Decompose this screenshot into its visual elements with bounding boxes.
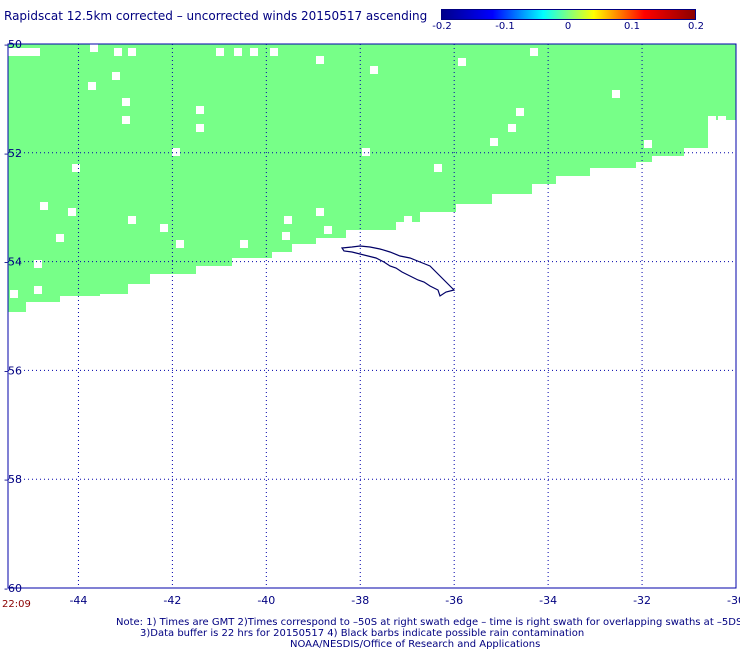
missing-data-cell: [176, 240, 184, 248]
lon-tick-label: -44: [69, 594, 87, 607]
missing-data-cell: [40, 202, 48, 210]
coastline-path: [340, 245, 456, 297]
missing-data-cell: [88, 82, 96, 90]
colorbar-label-zero: 0: [564, 21, 572, 32]
missing-data-cell: [316, 208, 324, 216]
map-title: Rapidscat 12.5km corrected – uncorrected…: [4, 9, 428, 23]
missing-data-cell: [122, 98, 130, 106]
colorbar-label-max: 0.2: [688, 21, 704, 32]
missing-data-cell: [282, 232, 290, 240]
lon-tick-label: -34: [539, 594, 557, 607]
time-label: 22:09: [2, 599, 31, 610]
axis-tick-labels: -44 -42 -40 -38 -36 -34 -32 -30 -50 -52 -54 -56 -58 -…: [4, 38, 740, 607]
missing-data-cell: [8, 48, 16, 56]
missing-data-cell: [516, 108, 524, 116]
lon-tick-label: -36: [445, 594, 463, 607]
note-line-2: 3)Data buffer is 22 hrs for 20150517 4) …: [140, 628, 585, 639]
missing-data-cell: [32, 48, 40, 56]
lat-tick-label: -60: [4, 582, 22, 595]
missing-data-cell: [56, 234, 64, 242]
missing-data-cell: [128, 216, 136, 224]
lon-tick-label: -32: [633, 594, 651, 607]
missing-data-cell: [72, 164, 80, 172]
missing-data-cell: [404, 216, 412, 224]
missing-data-cell: [112, 72, 120, 80]
missing-data-cell: [160, 224, 168, 232]
lat-lon-grid: [7, 43, 737, 589]
lon-tick-label: -40: [257, 594, 275, 607]
missing-data-cell: [612, 90, 620, 98]
south-georgia-coastline: [340, 245, 456, 297]
lat-tick-label: -54: [4, 256, 22, 269]
missing-data-cell: [24, 48, 32, 56]
note-line-1: Note: 1) Times are GMT 2)Times correspon…: [116, 617, 740, 628]
missing-data-cell: [708, 116, 716, 124]
lat-tick-label: -58: [4, 473, 22, 486]
missing-data-cell: [172, 148, 180, 156]
lon-tick-label: -42: [163, 594, 181, 607]
missing-data-cell: [718, 116, 726, 124]
missing-data-cell: [196, 124, 204, 132]
missing-data-cell: [68, 208, 76, 216]
missing-data-cell: [234, 48, 242, 56]
missing-data-cell: [458, 58, 466, 66]
missing-data-cell: [216, 48, 224, 56]
missing-data-cell: [434, 164, 442, 172]
missing-data-cell: [362, 148, 370, 156]
missing-data-cell: [324, 226, 332, 234]
colorbar-label-min: -0.2: [432, 21, 452, 32]
missing-data-cell: [490, 138, 498, 146]
lat-tick-label: -50: [4, 38, 22, 51]
missing-data-cell: [370, 66, 378, 74]
lat-tick-label: -52: [4, 147, 22, 160]
colorbar-label-neg: -0.1: [495, 21, 515, 32]
missing-data-cell: [128, 48, 136, 56]
missing-data-cell: [114, 48, 122, 56]
colorbar: [441, 9, 696, 20]
missing-data-cell: [122, 116, 130, 124]
missing-data-cell: [34, 260, 42, 268]
missing-data-cell: [196, 106, 204, 114]
missing-data-cell: [90, 44, 98, 52]
note-line-3: NOAA/NESDIS/Office of Research and Appli…: [290, 639, 541, 650]
wind-swath: [8, 44, 736, 312]
missing-data-cell: [270, 48, 278, 56]
missing-data-cell: [240, 240, 248, 248]
missing-data-cell: [508, 124, 516, 132]
lat-tick-label: -56: [4, 364, 22, 377]
swath-area: [8, 44, 736, 312]
colorbar-label-pos: 0.1: [624, 21, 640, 32]
missing-data-cell: [530, 48, 538, 56]
missing-data-cell: [10, 290, 18, 298]
missing-data-cell: [644, 140, 652, 148]
missing-data-cell: [652, 156, 660, 164]
missing-data-cell: [34, 286, 42, 294]
missing-data-cell: [250, 48, 258, 56]
missing-data-cell: [284, 216, 292, 224]
lon-tick-label: -30: [727, 594, 740, 607]
missing-data-cell: [316, 56, 324, 64]
map-canvas: -44 -42 -40 -38 -36 -34 -32 -30 -50 -52 -54 -56 -58 -…: [4, 38, 740, 607]
lon-tick-label: -38: [351, 594, 369, 607]
missing-data-cell: [16, 48, 24, 56]
